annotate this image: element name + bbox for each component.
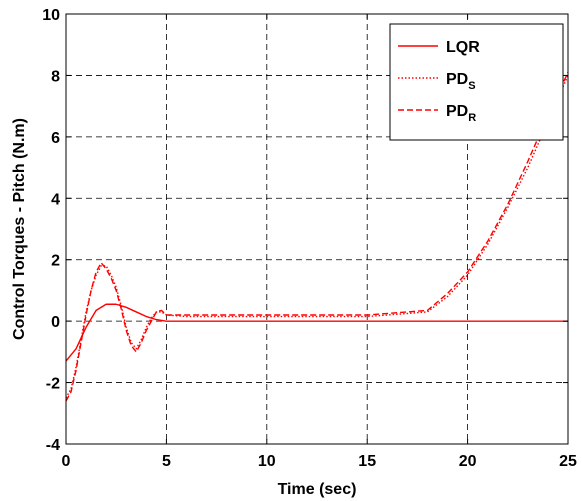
x-tick-label: 5: [162, 453, 171, 470]
series-line-pdr: [65, 72, 569, 402]
y-tick-label: 2: [51, 253, 60, 270]
y-tick-label: -4: [46, 437, 60, 454]
legend-box: [389, 23, 564, 141]
series-layer: [65, 72, 569, 402]
x-tick-label: 0: [62, 453, 71, 470]
legend: LQR PDS PDR: [389, 23, 564, 141]
legend-label-pds: PDS: [446, 71, 476, 92]
plot-frame: [65, 13, 569, 445]
legend-label-lqr: LQR: [446, 39, 480, 56]
y-tick-label: 10: [42, 7, 60, 24]
x-axis-label: Time (sec): [278, 481, 357, 498]
ticks: 0 5 10 15 20 25 -4 -2 0 2 4 6 8 10: [42, 7, 577, 470]
y-tick-label: 4: [51, 191, 60, 208]
y-tick-label: 6: [51, 130, 60, 147]
x-tick-label: 15: [358, 453, 376, 470]
x-tick-label: 10: [258, 453, 276, 470]
y-tick-label: 8: [51, 68, 60, 85]
y-tick-label: 0: [51, 314, 60, 331]
y-axis-label: Control Torques - Pitch (N.m): [11, 118, 28, 340]
legend-label-pdr: PDR: [446, 103, 476, 124]
y-tick-label: -2: [46, 376, 60, 393]
x-tick-label: 25: [559, 453, 577, 470]
series-line-lqr: [65, 303, 568, 362]
x-tick-label: 20: [459, 453, 477, 470]
